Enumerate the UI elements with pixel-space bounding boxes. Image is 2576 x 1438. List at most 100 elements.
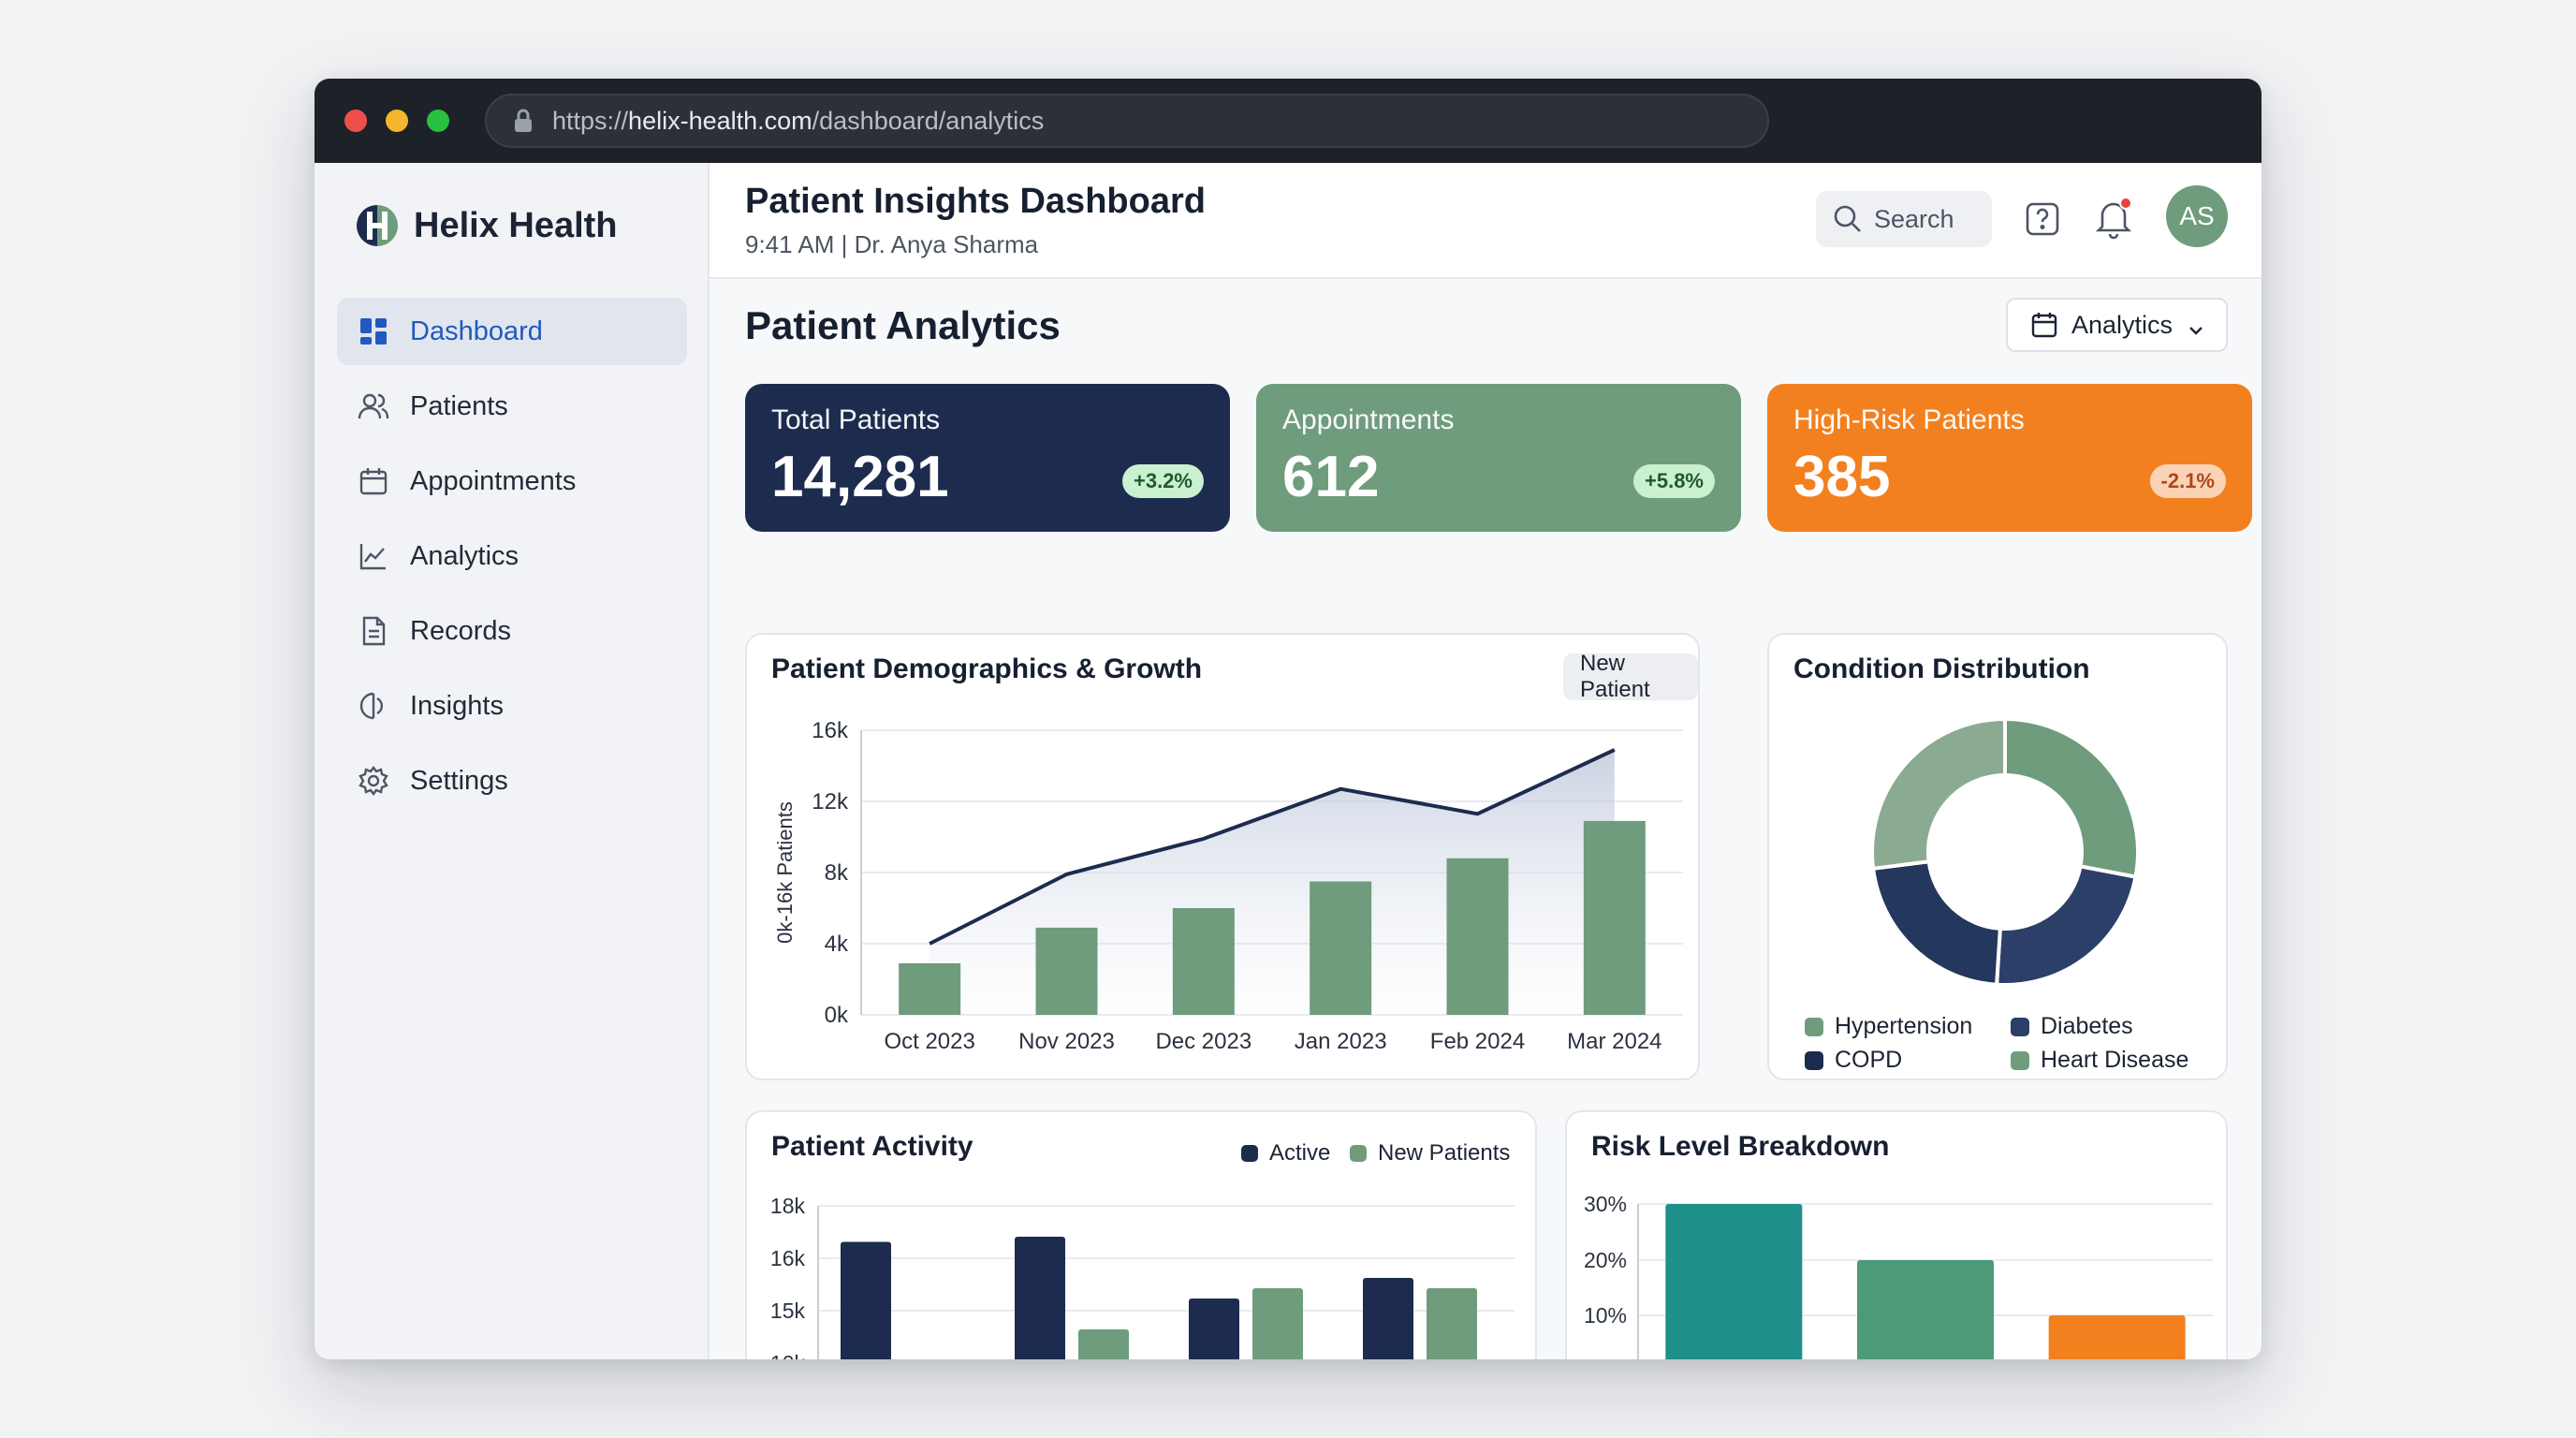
y-tick-label: 18k [770, 1194, 806, 1218]
activity-bar-new-patients [1427, 1288, 1477, 1359]
calendar-icon [2030, 311, 2058, 339]
search-button[interactable]: Search [1816, 191, 1992, 247]
maximize-window-button[interactable] [427, 110, 449, 132]
growth-area [929, 749, 1615, 1015]
activity-bar-active [1363, 1278, 1413, 1359]
demographics-bar [1446, 858, 1509, 1015]
y-tick-label: 15k [770, 1299, 806, 1323]
condition-distribution-card: Condition Distribution Hypertension Diab… [1767, 633, 2228, 1080]
brand-name: Helix Health [414, 205, 618, 245]
kpi-appointments[interactable]: Appointments 612 +5.8% [1256, 384, 1741, 532]
x-tick-label: Feb 2024 [1430, 1029, 1525, 1054]
legend-label: Hypertension [1835, 1013, 1973, 1039]
y-tick-label: 0% [1596, 1358, 1627, 1359]
demographics-chart-card: Patient Demographics & Growth New Patien… [745, 633, 1700, 1080]
legend-swatch [1241, 1145, 1258, 1162]
donut-slice [1994, 864, 2138, 987]
risk-level-chart: 30%20%10%0%High Medium Low [1584, 1192, 2213, 1359]
legend-swatch [1805, 1050, 1823, 1070]
legend-item-diabetes: Diabetes [2011, 1013, 2133, 1040]
sidebar-item-dashboard[interactable]: Dashboard [337, 298, 687, 365]
legend-item-new-patients: New Patients [1350, 1140, 1510, 1167]
bulb-icon [358, 690, 389, 722]
demographics-bar [1310, 881, 1372, 1015]
section-title: Patient Analytics [745, 303, 1061, 347]
url-host: helix-health.com [628, 106, 812, 135]
chart-title: Patient Activity [771, 1131, 973, 1162]
legend-item-active: Active [1241, 1140, 1330, 1167]
activity-bar-new-patients [1252, 1288, 1303, 1359]
analytics-dropdown-label: Analytics [2071, 310, 2174, 339]
sidebar-item-patients[interactable]: Patients [337, 373, 687, 440]
sidebar-item-settings[interactable]: Settings [337, 747, 687, 814]
chevron-down-icon [2188, 316, 2204, 335]
sidebar-item-label: Settings [410, 765, 508, 796]
kpi-high-risk-patients[interactable]: High-Risk Patients 385 -2.1% [1767, 384, 2252, 532]
notification-badge [2119, 197, 2132, 210]
donut-slice [1870, 716, 2007, 872]
kpi-total-patients[interactable]: Total Patients 14,281 +3.2% [745, 384, 1230, 532]
x-tick-label: Mar 2024 [1567, 1029, 1661, 1054]
avatar[interactable]: AS [2166, 185, 2228, 247]
kpi-value: 385 [1793, 445, 1891, 509]
sidebar-item-appointments[interactable]: Appointments [337, 448, 687, 515]
activity-bar-new-patients [1078, 1329, 1129, 1359]
y-tick-label: 10k [770, 1351, 806, 1359]
document-icon [358, 615, 389, 647]
top-bar: Patient Insights Dashboard 9:41 AM | Dr.… [710, 163, 2261, 279]
sidebar-item-analytics[interactable]: Analytics [337, 522, 687, 590]
legend-label: Active [1269, 1140, 1331, 1166]
y-tick-label: 8k [825, 860, 849, 886]
new-patient-filter-button[interactable]: New Patient [1563, 651, 1698, 702]
donut-slice [1870, 859, 2002, 987]
kpi-label: Total Patients [771, 404, 941, 435]
y-tick-label: 12k [812, 789, 849, 814]
notifications-bell-icon[interactable] [2093, 197, 2134, 240]
demographics-bar [1583, 820, 1646, 1015]
sidebar-item-records[interactable]: Records [337, 597, 687, 665]
lock-icon [513, 109, 537, 133]
condition-donut-chart [1870, 716, 2140, 987]
page-subtitle: 9:41 AM | Dr. Anya Sharma [745, 230, 1039, 258]
legend-swatch [2011, 1050, 2029, 1070]
x-tick-label: Nov 2023 [1018, 1029, 1115, 1054]
kpi-label: High-Risk Patients [1793, 404, 2025, 435]
patient-activity-chart: 18k16k15k10k8k [770, 1194, 1515, 1359]
demographics-bar [899, 962, 961, 1015]
url-scheme: https:// [552, 106, 629, 135]
legend-label: Heart Disease [2041, 1047, 2189, 1073]
y-axis-label: 0k-16k Patients [773, 801, 797, 944]
dashboard-grid-icon [358, 315, 389, 347]
demographics-chart: 0k 4k 8k 12k 16k 0k-16k Patients Oct 2023 Nov 2… [773, 718, 1683, 1054]
risk-bar [1665, 1204, 1803, 1359]
legend-label: Diabetes [2041, 1013, 2133, 1039]
users-icon [358, 390, 389, 422]
gear-icon [358, 765, 389, 797]
legend-item-heart-disease: Heart Disease [2011, 1047, 2188, 1074]
help-icon[interactable] [2024, 200, 2061, 238]
x-tick-label: Jan 2023 [1295, 1029, 1387, 1054]
brand[interactable]: Helix Health [354, 202, 618, 249]
main-content: Patient Insights Dashboard 9:41 AM | Dr.… [710, 163, 2261, 1359]
close-window-button[interactable] [344, 110, 367, 132]
kpi-label: Appointments [1282, 404, 1455, 435]
search-icon [1833, 204, 1863, 234]
address-bar[interactable]: https://helix-health.com/dashboard/analy… [485, 94, 1769, 148]
kpi-value: 612 [1282, 445, 1380, 509]
sidebar-item-insights[interactable]: Insights [337, 672, 687, 740]
activity-bar-active [841, 1241, 891, 1359]
chart-title: Condition Distribution [1793, 653, 2090, 684]
legend-swatch [1350, 1145, 1367, 1162]
y-tick-label: 10% [1584, 1303, 1627, 1328]
url-path: /dashboard/analytics [812, 106, 1045, 135]
analytics-dropdown[interactable]: Analytics [2006, 298, 2228, 352]
search-label: Search [1874, 204, 1954, 233]
sidebar-item-label: Appointments [410, 465, 577, 496]
minimize-window-button[interactable] [386, 110, 408, 132]
demographics-bar [1172, 908, 1235, 1015]
patient-activity-card: Patient Activity Active New Patients 18k… [745, 1110, 1537, 1359]
browser-window: https://helix-health.com/dashboard/analy… [315, 79, 2261, 1359]
legend-item-hypertension: Hypertension [1805, 1013, 1972, 1040]
y-tick-label: 16k [812, 718, 849, 743]
demographics-bar [1035, 927, 1098, 1015]
